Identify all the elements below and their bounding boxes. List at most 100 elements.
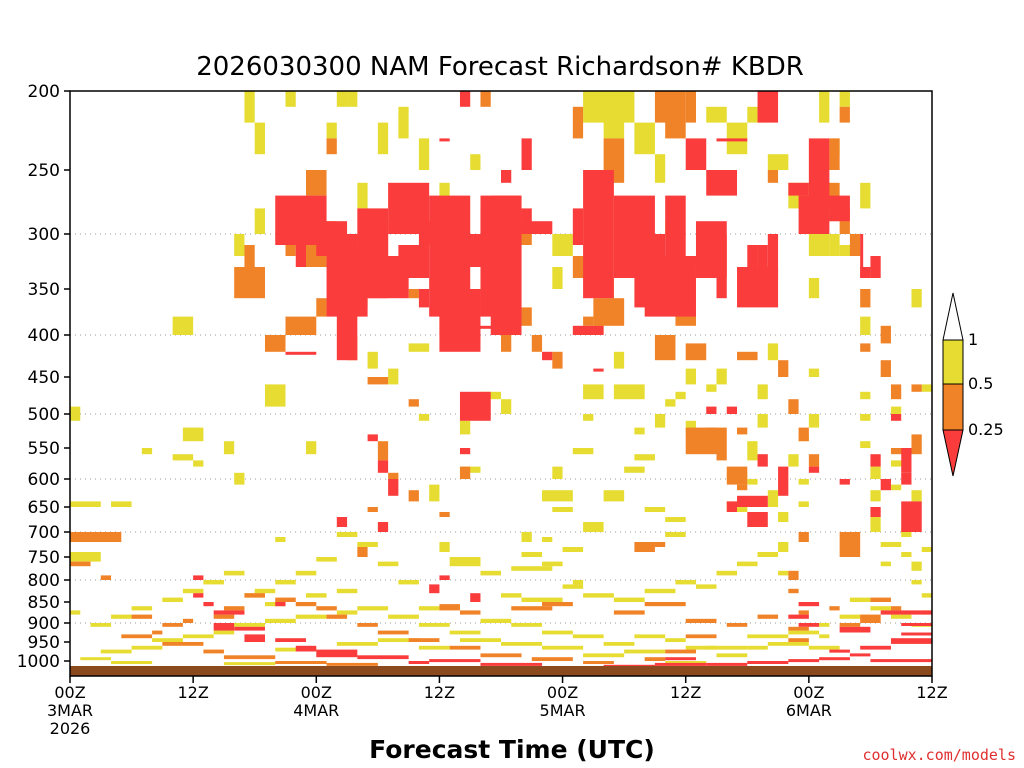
cell-yellow [306,593,327,598]
cell-yellow [675,391,686,400]
cell-orange [839,106,850,123]
cell-red [572,325,604,335]
cell-yellow [285,91,296,107]
y-tick-label-200: 200 [28,82,60,102]
cell-orange [593,298,625,326]
cell-orange [316,606,337,611]
cell-orange [213,614,235,619]
cell-yellow [501,642,543,646]
cell-orange [531,335,543,352]
cell-yellow [562,547,584,552]
cell-red [275,638,307,642]
cell-orange [706,427,727,448]
cell-red [798,602,820,607]
cell-orange [511,606,553,611]
cell-red [747,661,789,664]
cell-red [572,208,584,245]
cell-orange [162,642,204,646]
cell-yellow [644,588,676,594]
cell-yellow [757,552,779,557]
cell-orange [223,606,245,611]
cell-yellow [377,561,399,567]
cell-red [470,593,481,602]
cell-yellow [767,490,779,507]
cell-orange [839,532,861,557]
cell-yellow [747,634,789,639]
cell-red [839,479,850,485]
cell-yellow [572,580,584,585]
cell-yellow [798,501,809,507]
cell-orange [757,614,779,619]
cell-yellow [234,623,265,627]
cell-orange [767,170,779,183]
cell-yellow [634,122,655,155]
cell-orange [70,561,91,567]
cell-yellow [819,634,830,639]
cell-yellow [418,606,440,611]
cell-yellow [767,343,779,361]
cell-yellow [665,638,686,642]
cell-orange [860,289,871,308]
cell-yellow [234,234,245,256]
cell-red [542,351,553,361]
cell-yellow [921,593,932,598]
cell-yellow [264,618,296,623]
cell-orange [203,649,224,654]
cell-orange [798,532,809,542]
cell-red [860,267,871,278]
cell-yellow [685,420,696,435]
x-tick-label-36-1: 12Z [424,683,455,702]
cell-orange [737,427,748,435]
legend-swatch-orange [942,383,964,431]
cell-yellow [860,316,871,335]
cell-red [377,522,389,532]
cell-yellow [654,414,666,428]
cell-orange [849,234,861,256]
cell-yellow [336,532,358,537]
cell-yellow [767,642,809,646]
cell-yellow [449,630,481,635]
x-tick-label-72-1: 00Z [793,683,824,702]
cell-orange [798,427,809,442]
cell-orange [531,657,573,661]
cell-yellow [665,661,707,664]
cell-yellow [429,484,440,502]
cell-yellow [100,649,132,654]
cell-orange [613,610,645,615]
cell-orange [839,623,861,627]
x-tick-label-24-2: 4MAR [293,701,339,720]
cell-yellow [572,634,604,639]
cell-yellow [418,414,430,421]
cell-yellow [398,106,409,139]
cell-yellow [542,561,563,567]
cell-yellow [757,414,768,428]
cell-yellow [839,91,850,107]
cell-yellow [880,561,891,567]
cell-yellow [418,138,430,170]
cell-orange [121,634,153,639]
cell-yellow [706,645,748,650]
cell-orange [480,91,491,107]
cell-yellow [111,661,153,664]
cell-red [901,623,932,626]
cell-orange [408,638,440,642]
cell-yellow [306,441,317,455]
cell-orange [737,351,758,361]
cell-red [747,512,768,527]
cell-yellow [357,542,378,547]
cell-yellow [275,580,296,585]
cell-red [849,653,871,657]
cell-yellow [788,630,820,635]
cell-red [870,659,932,663]
cell-orange [788,570,799,580]
cell-orange [367,377,389,385]
cell-yellow [798,479,809,485]
cell-red [747,245,758,299]
cell-red [890,638,932,644]
cell-red [788,659,820,663]
cell-yellow [603,106,625,139]
cell-yellow [654,154,666,183]
cell-yellow [737,561,758,567]
cell-red [798,623,820,627]
cell-orange [829,138,840,170]
